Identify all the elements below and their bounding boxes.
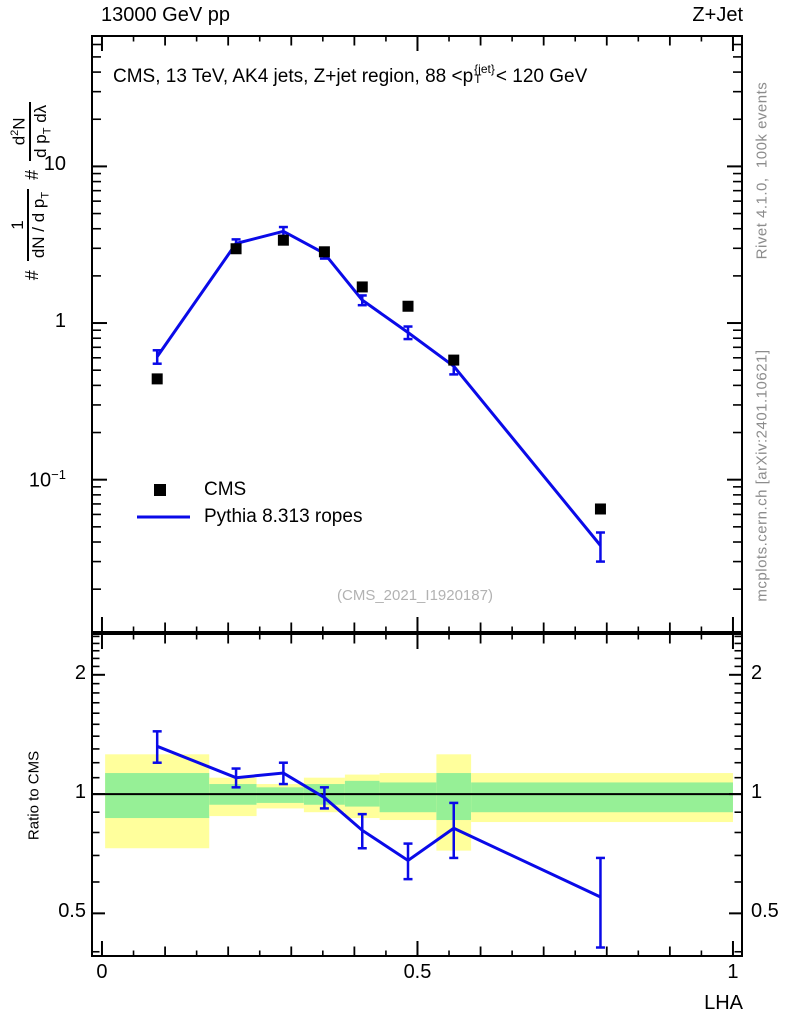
ratio-y-tick-label-right: 2 [751, 661, 763, 684]
x-tick-label: 0.5 [403, 961, 432, 983]
rivet-version-note: Rivet 4.1.0, 100k events [753, 81, 771, 260]
ratio-y-tick-label-left: 1 [74, 781, 86, 804]
ylabel-frac2-num: d2N [9, 117, 30, 146]
analysis-watermark: (CMS_2021_I1920187) [337, 587, 493, 604]
ylabel-frac1-num: 1 [8, 220, 28, 230]
ratio-y-tick-label-right: 1 [751, 781, 763, 804]
ratio-y-tick-label-left: 0.5 [58, 900, 86, 923]
process-label: Z+Jet [692, 4, 743, 26]
x-tick-label: 1 [727, 961, 739, 983]
ratio-y-tick-label-left: 2 [74, 661, 86, 684]
x-tick-label: 0 [96, 961, 108, 983]
main-y-tick-label: 10 [43, 153, 66, 176]
ylabel-frac2-den: d pT dλ [29, 101, 58, 161]
plot-title-sub: T [474, 71, 482, 86]
ylabel-frac1-den: dN / d pT [27, 188, 56, 262]
beam-energy-label: 13000 GeV pp [101, 4, 230, 26]
ratio-y-tick-label-right: 0.5 [751, 900, 779, 923]
ylabel-frac-1: 1 dN / d pT [8, 188, 56, 262]
main-y-tick-label: 10−1 [28, 466, 66, 492]
plot-title-supsub: {jet} T [474, 61, 495, 86]
plot-title-prefix: CMS, 13 TeV, AK4 jets, Z+jet region, 88 … [113, 66, 474, 87]
ylabel-hash-1: # [21, 270, 42, 281]
plot-title: CMS, 13 TeV, AK4 jets, Z+jet region, 88 … [113, 61, 588, 88]
ylabel-frac-2: d2N d pT dλ [6, 101, 58, 161]
main-y-tick-label: 1 [54, 310, 66, 333]
x-axis-title: LHA [704, 992, 743, 1014]
mcplots-arxiv-note: mcplots.cern.ch [arXiv:2401.10621] [753, 349, 771, 602]
plot-title-sup: {jet} [474, 61, 495, 76]
legend-cms-label: CMS [204, 479, 247, 500]
plot-title-suffix: < 120 GeV [495, 66, 588, 87]
legend-pythia-label: Pythia 8.313 ropes [204, 506, 363, 527]
